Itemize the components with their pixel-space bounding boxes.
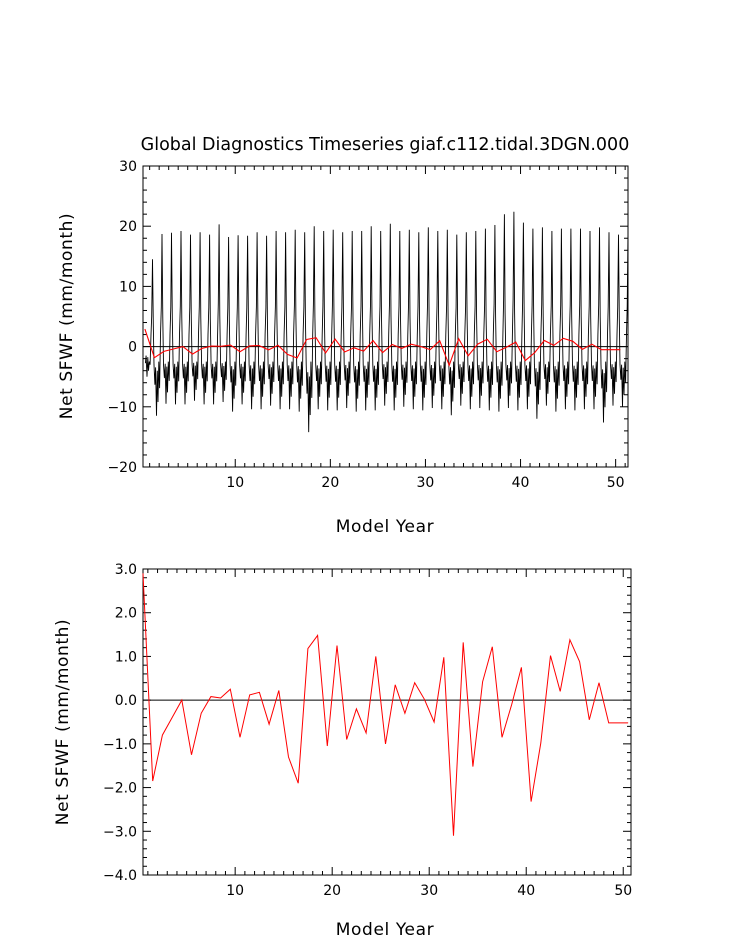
chart-bottom-xtick-label: 40 bbox=[517, 883, 535, 899]
chart-top-ytick-label: 0 bbox=[128, 340, 137, 356]
chart-bottom-xtick-label: 50 bbox=[614, 883, 632, 899]
chart-bottom-ylabel: Net SFWF (mm/month) bbox=[53, 619, 73, 826]
chart-top-ylabel: Net SFWF (mm/month) bbox=[57, 213, 77, 420]
chart-bottom-series-annual bbox=[142, 573, 629, 836]
chart-bottom-ytick-label: −4.0 bbox=[103, 868, 137, 884]
chart-bottom-annual-mean: Model Year Net SFWF (mm/month) 10 20 30 40 5… bbox=[53, 562, 632, 940]
chart-top-xtick-label: 10 bbox=[226, 475, 244, 491]
chart-top-series-monthly bbox=[144, 211, 629, 433]
chart-bottom-ytick-label: 1.0 bbox=[115, 649, 137, 665]
chart-top-xtick-label: 40 bbox=[512, 475, 530, 491]
chart-bottom-ytick-label: 2.0 bbox=[115, 606, 137, 622]
chart-bottom-ytick-label: −3.0 bbox=[103, 824, 137, 840]
chart-bottom-xlabel: Model Year bbox=[336, 920, 434, 940]
chart-top-xtick-label: 30 bbox=[417, 475, 435, 491]
chart-top-frame bbox=[142, 165, 629, 468]
chart-top-ytick-label: 30 bbox=[119, 159, 137, 175]
chart-bottom-frame bbox=[142, 568, 632, 876]
chart-top-ytick-label: 10 bbox=[119, 279, 137, 295]
chart-bottom-ytick-label: −2.0 bbox=[103, 781, 137, 797]
chart-top-xtick-label: 20 bbox=[321, 475, 339, 491]
chart-top-xtick-label: 50 bbox=[607, 475, 625, 491]
chart-bottom-ytick-label: 0.0 bbox=[115, 693, 137, 709]
chart-top-ytick-label: −20 bbox=[107, 460, 137, 476]
page-title: Global Diagnostics Timeseries giaf.c112.… bbox=[141, 135, 630, 155]
chart-bottom-ytick-label: −1.0 bbox=[103, 737, 137, 753]
chart-top-monthly-and-annual: Model Year Net SFWF (mm/month) 10 20 30 40 5… bbox=[57, 159, 629, 537]
chart-top-ytick-label: 20 bbox=[119, 219, 137, 235]
chart-bottom-xtick-label: 20 bbox=[323, 883, 341, 899]
chart-bottom-xtick-label: 10 bbox=[226, 883, 244, 899]
chart-bottom-xtick-label: 30 bbox=[420, 883, 438, 899]
chart-top-ytick-label: −10 bbox=[107, 400, 137, 416]
chart-top-xlabel: Model Year bbox=[336, 517, 434, 537]
chart-bottom-ytick-label: 3.0 bbox=[115, 562, 137, 578]
